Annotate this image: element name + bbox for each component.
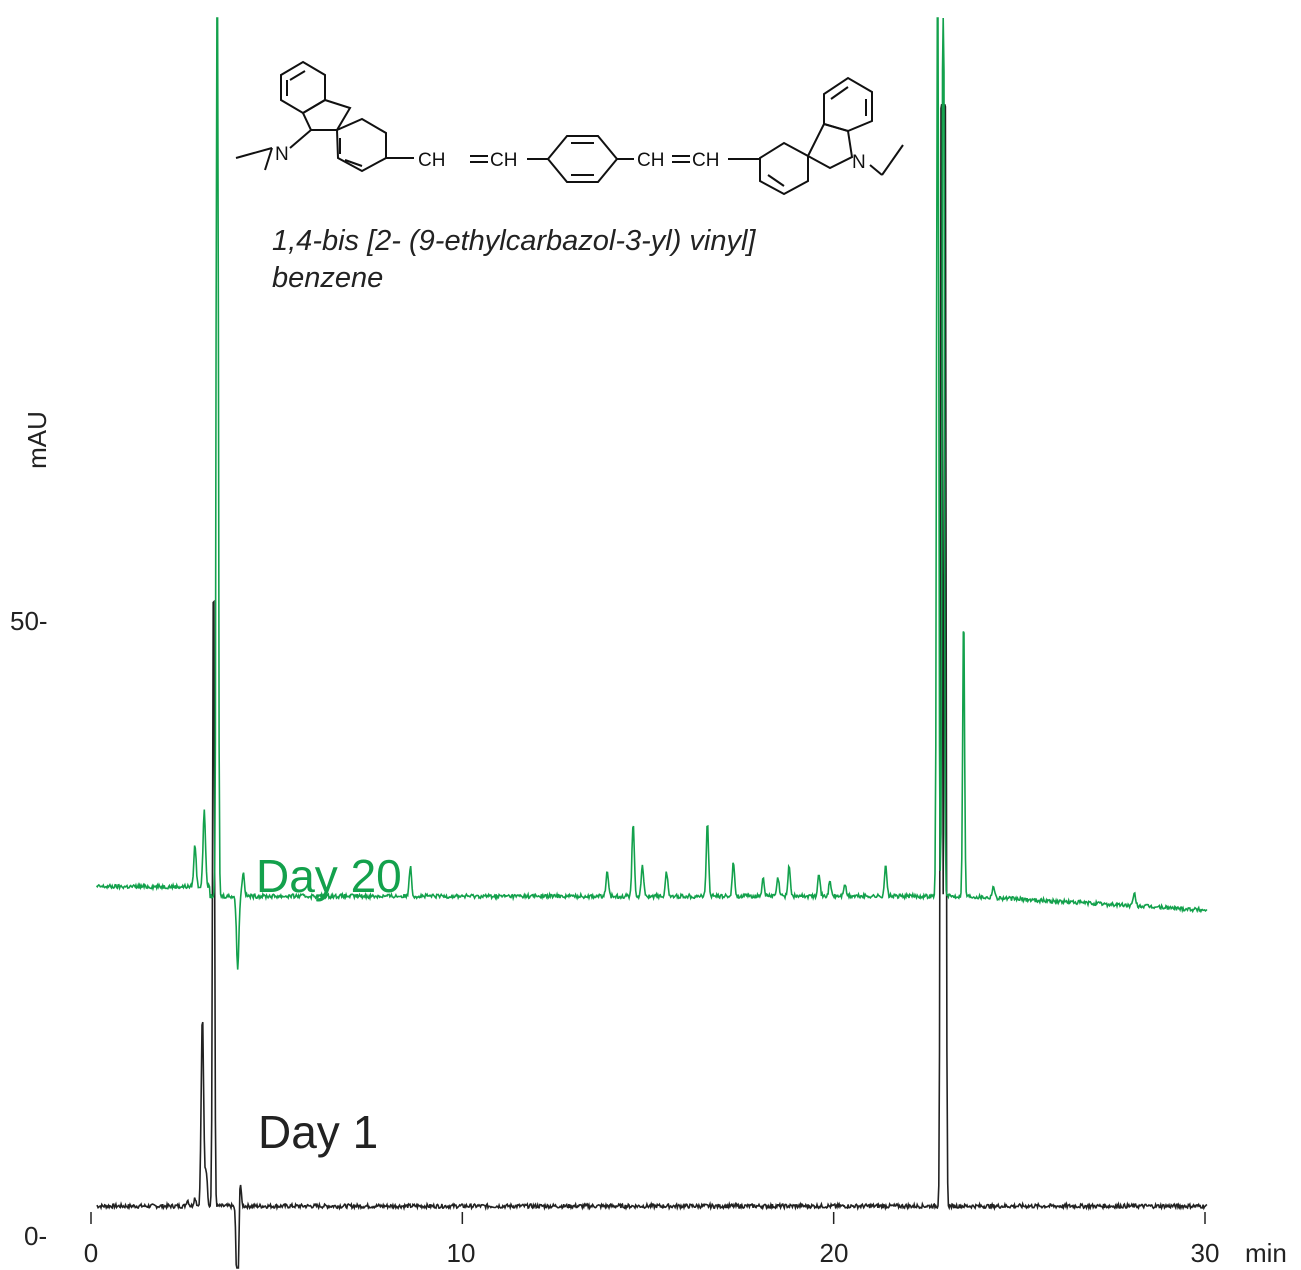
series-label-day20: Day 20 xyxy=(256,850,402,902)
x-tick-label-10: 10 xyxy=(447,1238,476,1268)
series-label-day1: Day 1 xyxy=(258,1106,378,1158)
y-tick-label-50: 50- xyxy=(10,606,48,636)
chart-marks xyxy=(90,17,1208,1269)
x-tick-label-0: 0 xyxy=(84,1238,98,1268)
compound-name-line2: benzene xyxy=(272,262,383,294)
y-tick-label-0: 0- xyxy=(24,1221,47,1251)
y-axis-label: mAU xyxy=(22,411,52,469)
mol-label-ch-3: CH xyxy=(637,150,664,171)
x-tick-label-30: 30 xyxy=(1191,1238,1220,1268)
mol-label-ch-1: CH xyxy=(418,150,445,171)
series-line-day-20 xyxy=(95,17,1208,970)
x-axis-label: min xyxy=(1245,1238,1287,1268)
mol-label-n-left: N xyxy=(275,144,289,165)
x-tick-label-20: 20 xyxy=(820,1238,849,1268)
mol-label-ch-2: CH xyxy=(490,150,517,171)
mol-label-n-right: N xyxy=(852,152,866,173)
compound-name-line1: 1,4-bis [2- (9-ethylcarbazol-3-yl) vinyl… xyxy=(272,225,756,257)
mol-label-ch-4: CH xyxy=(692,150,719,171)
series-line-day-1 xyxy=(96,103,1208,1269)
molecule-structure-icon xyxy=(235,60,904,196)
